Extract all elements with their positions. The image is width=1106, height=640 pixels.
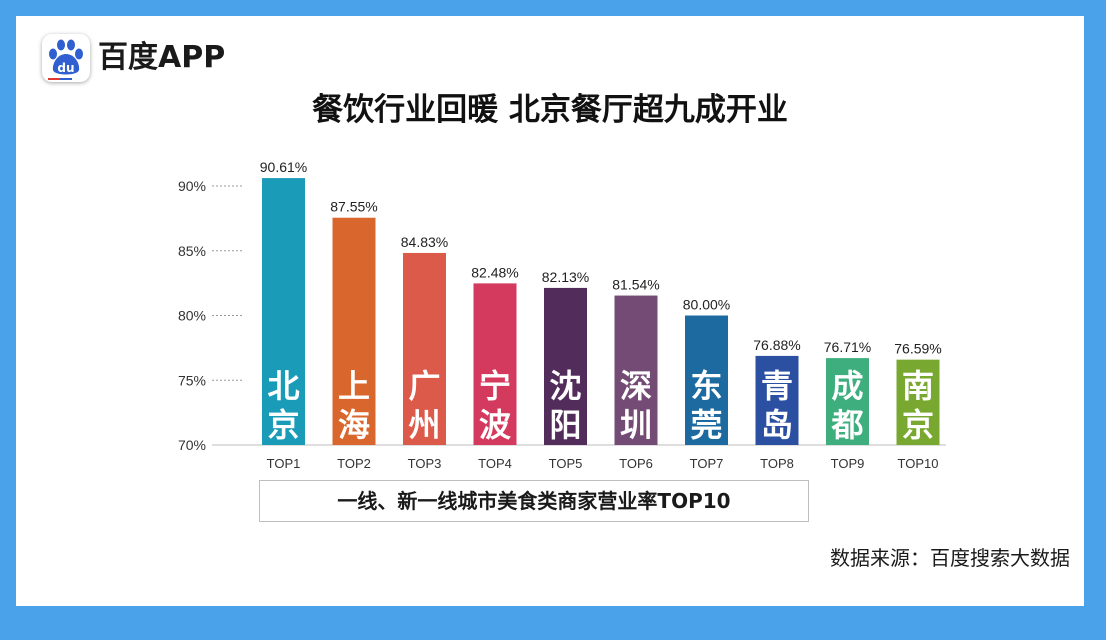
- y-tick-label: 85%: [178, 243, 206, 259]
- bar: [614, 295, 658, 445]
- bar: [332, 217, 376, 445]
- x-tick-label: TOP1: [267, 456, 301, 471]
- x-tick-label: TOP10: [898, 456, 939, 471]
- baidu-paw-icon: du: [42, 34, 90, 82]
- value-label: 76.59%: [894, 341, 941, 357]
- brand-name: 百度APP: [98, 40, 226, 75]
- city-label-line2: 京: [267, 406, 299, 444]
- city-label-line2: 都: [830, 406, 863, 444]
- value-label: 82.13%: [542, 269, 589, 285]
- city-label-line1: 北: [267, 367, 299, 405]
- city-label-line2: 京: [902, 406, 934, 444]
- y-tick-label: 70%: [178, 437, 206, 453]
- city-label-line2: 波: [479, 406, 511, 444]
- city-label-line1: 上: [338, 367, 370, 405]
- city-label-line1: 广: [408, 367, 440, 405]
- x-tick-label: TOP5: [549, 456, 583, 471]
- bar: [262, 178, 305, 445]
- city-label-line2: 州: [408, 406, 440, 444]
- city-label-line1: 南: [902, 367, 934, 405]
- city-label-line1: 东: [690, 367, 722, 405]
- city-label-line2: 圳: [620, 406, 652, 444]
- bar: [896, 359, 940, 445]
- y-tick-label: 90%: [178, 178, 206, 194]
- city-label-line2: 阳: [549, 406, 581, 444]
- data-source: 数据来源：百度搜索大数据: [830, 546, 1070, 570]
- chart-caption: 一线、新一线城市美食类商家营业率TOP10: [259, 480, 809, 522]
- city-label-line1: 宁: [479, 367, 511, 405]
- x-tick-label: TOP8: [760, 456, 794, 471]
- x-tick-label: TOP9: [831, 456, 865, 471]
- x-tick-label: TOP3: [408, 456, 442, 471]
- page-title: 餐饮行业回暖 北京餐厅超九成开业: [312, 92, 788, 128]
- x-tick-label: TOP6: [619, 456, 653, 471]
- value-label: 90.61%: [260, 159, 307, 175]
- bar: [826, 358, 869, 445]
- bar: [755, 355, 799, 445]
- value-label: 80.00%: [683, 297, 730, 313]
- value-label: 84.83%: [401, 234, 448, 250]
- value-label: 82.48%: [471, 264, 518, 280]
- city-label-line1: 深: [620, 367, 652, 405]
- bar: [685, 315, 728, 445]
- city-label-line2: 海: [338, 406, 370, 444]
- bar: [473, 283, 517, 445]
- city-label-line2: 莞: [690, 406, 722, 444]
- bar: [403, 252, 446, 445]
- value-label: 76.88%: [753, 337, 800, 353]
- bar: [544, 287, 587, 445]
- city-label-line1: 成: [831, 367, 863, 405]
- x-tick-label: TOP2: [337, 456, 371, 471]
- x-tick-label: TOP7: [690, 456, 724, 471]
- city-label-line1: 沈: [549, 367, 581, 405]
- value-label: 81.54%: [612, 277, 659, 293]
- x-tick-label: TOP4: [478, 456, 512, 471]
- city-label-line1: 青: [761, 367, 793, 405]
- value-label: 76.71%: [824, 339, 871, 355]
- y-tick-label: 75%: [178, 372, 206, 388]
- y-tick-label: 80%: [178, 308, 206, 324]
- logo-text: du: [57, 61, 74, 75]
- value-label: 87.55%: [330, 199, 377, 215]
- city-label-line2: 岛: [761, 406, 793, 444]
